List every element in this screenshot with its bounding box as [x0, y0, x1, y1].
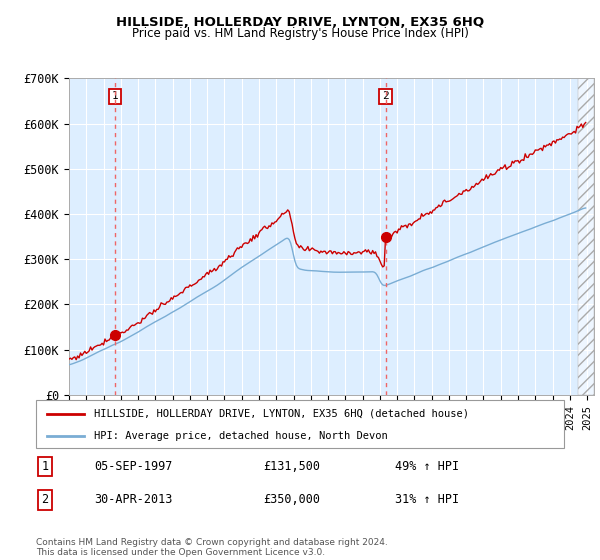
- Text: £350,000: £350,000: [263, 493, 320, 506]
- Text: 2: 2: [41, 493, 49, 506]
- Text: 49% ↑ HPI: 49% ↑ HPI: [395, 460, 459, 473]
- Text: Price paid vs. HM Land Registry's House Price Index (HPI): Price paid vs. HM Land Registry's House …: [131, 27, 469, 40]
- Text: HILLSIDE, HOLLERDAY DRIVE, LYNTON, EX35 6HQ (detached house): HILLSIDE, HOLLERDAY DRIVE, LYNTON, EX35 …: [94, 409, 469, 419]
- Text: 30-APR-2013: 30-APR-2013: [94, 493, 172, 506]
- Text: 31% ↑ HPI: 31% ↑ HPI: [395, 493, 459, 506]
- Text: 1: 1: [112, 91, 118, 101]
- Text: HPI: Average price, detached house, North Devon: HPI: Average price, detached house, Nort…: [94, 431, 388, 441]
- Text: £131,500: £131,500: [263, 460, 320, 473]
- Text: 05-SEP-1997: 05-SEP-1997: [94, 460, 172, 473]
- Text: HILLSIDE, HOLLERDAY DRIVE, LYNTON, EX35 6HQ: HILLSIDE, HOLLERDAY DRIVE, LYNTON, EX35 …: [116, 16, 484, 29]
- Text: 1: 1: [41, 460, 49, 473]
- Bar: [578, 78, 594, 395]
- Text: Contains HM Land Registry data © Crown copyright and database right 2024.
This d: Contains HM Land Registry data © Crown c…: [36, 538, 388, 557]
- Text: 2: 2: [382, 91, 389, 101]
